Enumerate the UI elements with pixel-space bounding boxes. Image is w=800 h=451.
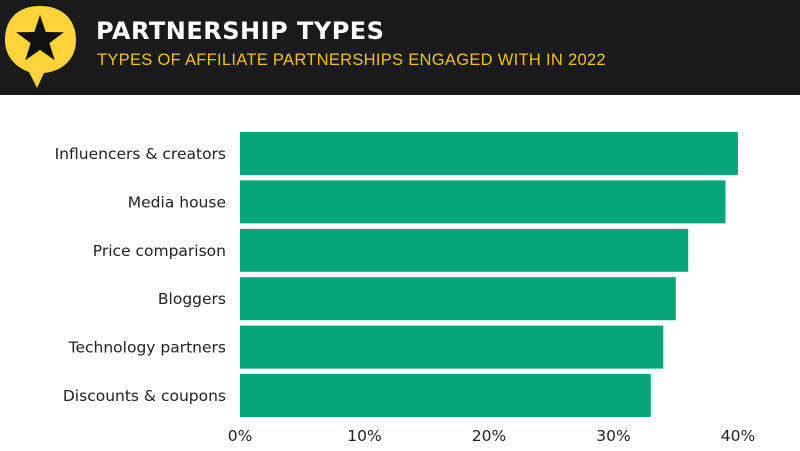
category-label-price-comparison: Price comparison bbox=[93, 242, 226, 260]
bar-bloggers bbox=[240, 277, 676, 321]
x-tick-label-20: 20% bbox=[472, 427, 506, 445]
category-label-media-house: Media house bbox=[128, 193, 226, 211]
category-label-discounts-and-coupons: Discounts & coupons bbox=[63, 387, 226, 405]
x-tick-label-40: 40% bbox=[721, 427, 755, 445]
bar-media-house bbox=[240, 180, 726, 224]
x-tick-label-0: 0% bbox=[228, 427, 253, 445]
chart-subtitle: TYPES OF AFFILIATE PARTNERSHIPS ENGAGED … bbox=[97, 51, 606, 69]
bar-influencers-and-creators bbox=[240, 132, 738, 175]
bar-discounts-and-coupons bbox=[240, 374, 651, 417]
category-label-technology-partners: Technology partners bbox=[68, 339, 226, 357]
header-banner: PARTNERSHIP TYPES TYPES OF AFFILIATE PAR… bbox=[0, 0, 800, 95]
category-label-influencers-and-creators: Influencers & creators bbox=[55, 145, 226, 163]
bar-price-comparison bbox=[240, 228, 689, 272]
x-tick-label-30: 30% bbox=[596, 427, 630, 445]
x-tick-labels: 0% 10% 20% 30% 40% bbox=[228, 427, 756, 445]
bar-technology-partners bbox=[240, 325, 664, 369]
category-labels: Influencers & creators Media house Price c… bbox=[55, 145, 226, 405]
chart-title: PARTNERSHIP TYPES bbox=[96, 17, 385, 45]
bar-chart: Influencers & creators Media house Price c… bbox=[55, 132, 756, 445]
x-tick-label-10: 10% bbox=[347, 427, 381, 445]
bar-group bbox=[240, 132, 738, 417]
star-speech-bubble-icon bbox=[5, 6, 76, 88]
category-label-bloggers: Bloggers bbox=[158, 290, 226, 308]
